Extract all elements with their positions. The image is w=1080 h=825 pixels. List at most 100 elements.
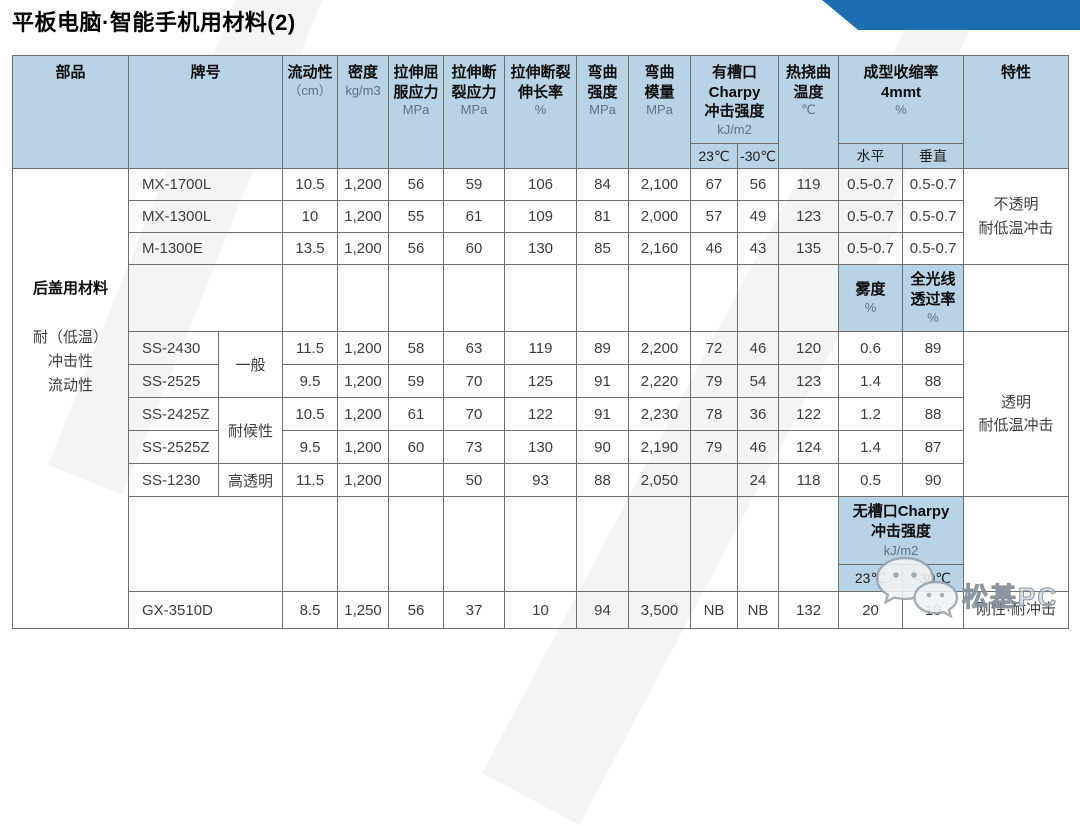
value-cell: 91 [576, 397, 630, 431]
part-title: 后盖用材料 [32, 280, 108, 297]
value-cell: 11.5 [282, 463, 339, 497]
value-cell: 72 [690, 331, 739, 365]
grade-cell: MX-1300L [127, 200, 284, 233]
empty-cell [388, 264, 445, 332]
header-part: 部品 [12, 55, 129, 169]
value-cell: 94 [576, 591, 630, 629]
watermark-text: 松基PC [961, 581, 1059, 612]
header-light-transmittance: 全光线 透过率% [902, 264, 965, 332]
value-cell: 120 [778, 331, 840, 365]
value-cell: 2,190 [628, 430, 692, 464]
unit-label: MPa [460, 102, 488, 117]
table-row: SS-2425Z 耐候性 10.5 1,200 61 70 122 91 2,2… [13, 397, 1069, 464]
value-cell: 70 [443, 364, 506, 398]
grade-cell: SS-2430 [128, 331, 219, 365]
empty-cell [628, 264, 692, 332]
value-cell: 60 [388, 430, 445, 464]
empty-cell [282, 496, 339, 592]
value-cell: 0.5-0.7 [902, 168, 965, 201]
value-cell: 132 [778, 591, 840, 629]
unit-label: （cm） [288, 82, 332, 98]
property-cell: 透明 耐低温冲击 [963, 331, 1070, 497]
empty-cell [963, 496, 1070, 592]
header-tensile-yield: 拉伸屈 服应力 MPa [388, 55, 445, 169]
optics-header-row: 雾度% 全光线 透过率% [13, 264, 1070, 332]
value-cell: 2,000 [628, 200, 692, 233]
empty-cell [127, 496, 284, 592]
value-cell: 57 [690, 200, 739, 233]
value-cell: 8.5 [282, 591, 339, 629]
value-cell: 2,160 [628, 232, 692, 265]
value-cell: 0.5-0.7 [902, 200, 965, 233]
value-cell: 50 [443, 463, 506, 497]
value-cell: 91 [576, 364, 630, 398]
value-cell: 124 [778, 430, 840, 464]
header-row-sub: 23℃ -30℃ 水平 垂直 [13, 143, 1069, 169]
value-cell: 118 [778, 463, 840, 497]
value-cell: 90 [902, 463, 965, 497]
unit-label: kJ/m2 [883, 542, 919, 558]
value-cell: 56 [388, 168, 445, 201]
watermark: 松基PC [872, 554, 1058, 622]
header-charpy-minus30c: -30℃ [737, 143, 780, 169]
value-cell: 13.5 [282, 232, 339, 265]
table-row: M-1300E 13.5 1,200 56 60 130 85 2,160 46… [13, 232, 1069, 265]
header-shrinkage: 成型收缩率 4mmt% [838, 55, 965, 144]
value-cell: 10 [504, 591, 578, 629]
header-flexural-strength: 弯曲 强度 MPa [576, 55, 630, 169]
header-notched-charpy: 有槽口 Charpy 冲击强度 kJ/m2 [690, 55, 780, 144]
value-cell: 1,200 [337, 463, 390, 497]
wechat-icon [875, 556, 959, 619]
empty-cell [504, 264, 578, 332]
value-cell: 9.5 [282, 364, 339, 398]
value-cell: 43 [737, 232, 780, 265]
value-cell: 59 [443, 168, 506, 201]
value-cell: 11.5 [282, 331, 339, 365]
value-cell: 119 [778, 168, 840, 201]
value-cell: 10.5 [282, 397, 339, 431]
table-row: SS-2525 9.5 1,200 59 70 125 91 2,220 79 … [13, 364, 1069, 398]
category-cell: 高透明 [217, 463, 284, 497]
value-cell: 123 [778, 364, 840, 398]
value-cell: 46 [737, 331, 780, 365]
value-cell: NB [737, 591, 780, 629]
value-cell: 59 [388, 364, 445, 398]
value-cell: 0.5-0.7 [838, 200, 904, 233]
value-cell: 122 [778, 397, 840, 431]
value-cell: 56 [388, 591, 445, 629]
value-cell: 1,200 [337, 364, 390, 398]
value-cell: 1.4 [838, 364, 904, 398]
value-cell: 10 [282, 200, 339, 233]
value-cell: 67 [690, 168, 739, 201]
value-cell: 79 [690, 364, 739, 398]
empty-cell [504, 496, 578, 592]
value-cell: 60 [443, 232, 506, 265]
table-row: SS-2525Z 9.5 1,200 60 73 130 90 2,190 79… [13, 430, 1069, 464]
unit-label: MPa [646, 102, 673, 117]
category-cell: 耐候性 [217, 397, 284, 464]
grade-cell: SS-2425Z [128, 397, 219, 431]
grade-cell: SS-2525 [128, 364, 219, 398]
value-cell: 56 [737, 168, 780, 201]
unit-label: ℃ [801, 102, 816, 117]
empty-cell [963, 264, 1070, 332]
empty-cell [737, 264, 780, 332]
part-subtitle: 耐（低温） 冲击性 流动性 [32, 329, 108, 394]
header-unnotched-charpy: 无槽口Charpy 冲击强度 kJ/m2 [838, 496, 965, 565]
value-cell: 90 [576, 430, 630, 464]
empty-cell [337, 264, 390, 332]
value-cell: 73 [443, 430, 506, 464]
empty-cell [443, 264, 506, 332]
unit-label: % [534, 102, 547, 117]
value-cell: 63 [443, 331, 506, 365]
empty-cell [443, 496, 506, 592]
header-property: 特性 [963, 55, 1070, 169]
unit-label: % [864, 300, 877, 315]
value-cell: 0.6 [838, 331, 904, 365]
value-cell: 61 [388, 397, 445, 431]
grade-cell: SS-1230 [128, 463, 219, 497]
value-cell: 106 [504, 168, 578, 201]
value-cell: 87 [902, 430, 965, 464]
table-row: SS-2430 一般 11.5 1,200 58 63 119 89 2,200… [13, 331, 1070, 497]
value-cell: 81 [576, 200, 630, 233]
